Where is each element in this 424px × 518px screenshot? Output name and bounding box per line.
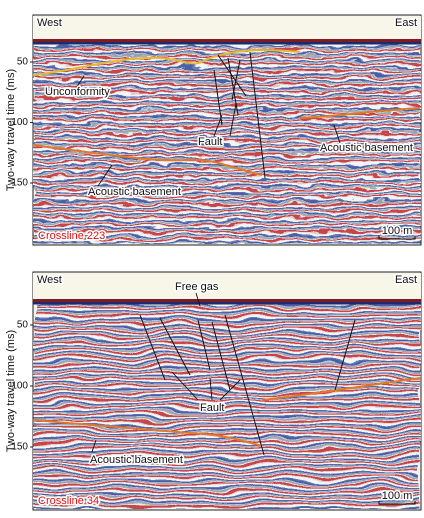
annotation: Unconformity	[45, 86, 110, 98]
seismic-panel: West East Two-way travel time (ms)50 100 150…	[5, 271, 422, 511]
reflections	[33, 304, 421, 509]
y-tick-label: 50	[17, 57, 29, 68]
horizon	[261, 377, 421, 401]
annotation: Fault	[200, 402, 224, 414]
fault-line	[231, 59, 241, 101]
fault-line	[217, 54, 247, 97]
arrow	[91, 439, 97, 453]
scale-label: 100 m	[382, 225, 413, 237]
y-tick-label: 150	[11, 178, 28, 189]
arrow	[97, 164, 113, 187]
annotation: Acoustic basement	[90, 454, 183, 466]
arrow	[209, 377, 213, 401]
east-label: East	[395, 17, 417, 29]
scale-label: 100 m	[382, 490, 413, 502]
section-label: Crossline 34	[38, 495, 99, 507]
y-tick-label: 100	[11, 117, 28, 128]
scale-bar	[378, 501, 416, 505]
seafloor	[33, 302, 421, 305]
fault-line	[213, 69, 223, 126]
fault-line	[139, 314, 166, 381]
y-axis-label: Two-way travel time (ms)	[5, 69, 17, 191]
annotation: Fault	[198, 136, 222, 148]
west-label: West	[37, 17, 62, 29]
arrow	[75, 75, 85, 89]
y-tick-label: 150	[11, 442, 28, 453]
scale-bar	[378, 236, 416, 240]
fault-line	[159, 317, 191, 376]
fault-line	[227, 57, 239, 116]
arrow	[219, 379, 241, 401]
fault-line	[249, 51, 266, 179]
horizon	[32, 419, 263, 447]
annotation: Free gas	[175, 281, 219, 293]
y-axis-label: Two-way travel time (ms)	[5, 330, 17, 452]
west-label: West	[37, 274, 62, 286]
fault-line	[197, 319, 211, 371]
fault-line	[224, 314, 265, 456]
seafloor	[33, 42, 421, 45]
section-label: Crossline 223	[38, 230, 105, 242]
seafloor	[33, 39, 421, 42]
annotation: Acoustic basement	[320, 142, 413, 154]
east-label: East	[395, 274, 417, 286]
seafloor	[33, 299, 421, 302]
horizon	[299, 107, 421, 119]
y-tick-label: 100	[11, 381, 28, 392]
arrow	[171, 371, 199, 401]
arrow	[195, 292, 201, 307]
arrow	[229, 103, 237, 137]
y-tick-label: 50	[17, 320, 29, 331]
fault-line	[211, 321, 231, 391]
water-column	[33, 16, 421, 39]
seismic-panel: West East Two-way travel time (ms)50 100 150…	[5, 14, 422, 246]
horizon	[32, 49, 301, 76]
arrow	[333, 124, 341, 144]
water-column	[33, 273, 421, 299]
reflections	[33, 44, 421, 244]
fault-line	[334, 319, 356, 391]
arrow	[213, 114, 223, 137]
annotation: Acoustic basement	[88, 186, 181, 198]
horizon	[32, 144, 263, 176]
